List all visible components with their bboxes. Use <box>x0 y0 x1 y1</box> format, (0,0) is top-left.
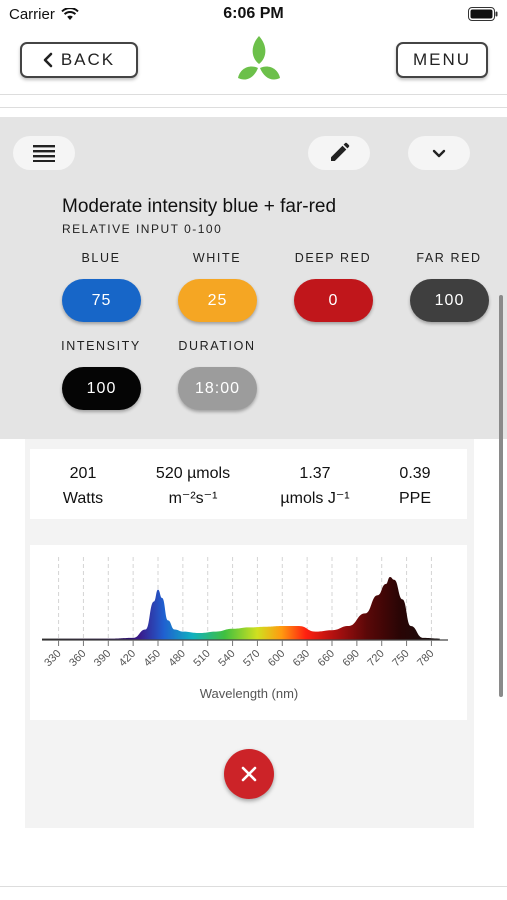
stat-ppfd: 520 µmols m⁻²s⁻¹ <box>138 461 248 511</box>
x-tick-label: 660 <box>316 648 337 669</box>
close-button[interactable] <box>224 749 274 799</box>
spectrum-chart-svg: 330 360 390 420 450 480 510 540 570 600 630 660 690 7… <box>42 557 448 701</box>
x-tick-label: 750 <box>390 648 411 669</box>
stats-panel <box>30 449 467 519</box>
channel-value-intensity[interactable]: 100 <box>62 367 141 410</box>
wifi-icon <box>61 8 79 20</box>
channel-value-white[interactable]: 25 <box>178 279 257 322</box>
preset-subtitle: RELATIVE INPUT 0-100 <box>62 222 223 236</box>
x-tick-label: 600 <box>266 648 287 669</box>
x-tick-label: 690 <box>341 648 362 669</box>
stat-unit: µmols J⁻¹ <box>280 490 350 507</box>
pencil-icon <box>331 142 350 161</box>
carrier-label: Carrier <box>9 6 55 23</box>
channel-label-deep-red: DEEP RED <box>294 251 372 265</box>
channel-label-blue: BLUE <box>81 251 121 265</box>
channel-value-duration[interactable]: 18:00 <box>178 367 257 410</box>
chevron-down-icon <box>432 149 446 157</box>
x-tick-label: 780 <box>415 648 436 669</box>
channel-label-white: WHITE <box>192 251 242 265</box>
menu-label: MENU <box>412 50 472 69</box>
list-icon <box>33 145 55 162</box>
x-tick-label: 510 <box>191 648 212 669</box>
channel-value-deep-red[interactable]: 0 <box>294 279 373 322</box>
header-divider <box>0 107 507 108</box>
stat-value: 201 <box>69 465 97 482</box>
clock: 6:06 PM <box>223 5 284 22</box>
stat-value: 0.39 <box>399 465 431 482</box>
footer-divider <box>0 886 507 887</box>
header-divider <box>0 94 507 95</box>
x-tick-label: 360 <box>67 648 88 669</box>
x-tick-label: 420 <box>117 648 138 669</box>
stat-watts: 201 Watts <box>28 461 138 511</box>
stat-unit: PPE <box>398 490 431 507</box>
close-icon <box>241 766 257 782</box>
x-tick-label: 720 <box>365 648 386 669</box>
menu-button[interactable]: MENU <box>396 42 488 78</box>
stat-unit: m⁻²s⁻¹ <box>168 490 218 507</box>
preset-title: Moderate intensity blue + far-red <box>62 196 337 217</box>
x-tick-label: 570 <box>241 648 262 669</box>
x-axis-label: Wavelength (nm) <box>200 686 299 701</box>
back-label: BACK <box>60 50 116 69</box>
channel-value-far-red[interactable]: 100 <box>410 279 489 322</box>
x-tick-label: 330 <box>42 648 63 669</box>
spectrum-area <box>42 577 440 640</box>
back-button[interactable]: BACK <box>20 42 138 78</box>
x-tick-label: 450 <box>142 648 163 669</box>
x-tick-label: 540 <box>216 648 237 669</box>
channel-label-far-red: FAR RED <box>416 251 482 265</box>
stat-efficacy: 1.37 µmols J⁻¹ <box>260 461 370 511</box>
expand-button[interactable] <box>408 136 470 170</box>
stat-unit: Watts <box>62 490 104 507</box>
stat-value: 1.37 <box>299 465 331 482</box>
x-tick-label: 390 <box>92 648 113 669</box>
channel-label-intensity: INTENSITY <box>61 339 141 353</box>
battery-icon <box>468 7 498 21</box>
channel-label-duration: DURATION <box>178 339 256 353</box>
carrier-indicator: Carrier <box>9 6 79 23</box>
edit-button[interactable] <box>308 136 370 170</box>
spectrum-chart: 330 360 390 420 450 480 510 540 570 600 630 660 690 7… <box>30 545 467 720</box>
chevron-left-icon <box>43 52 53 68</box>
stat-value: 520 µmols <box>155 465 231 482</box>
x-tick-label: 630 <box>291 648 312 669</box>
status-bar: Carrier 6:06 PM <box>0 0 507 30</box>
x-tick-label: 480 <box>167 648 188 669</box>
channel-value-blue[interactable]: 75 <box>62 279 141 322</box>
scrollbar[interactable] <box>499 295 503 697</box>
list-button[interactable] <box>13 136 75 170</box>
stat-ppe: 0.39 PPE <box>360 461 470 511</box>
plant-logo-icon <box>238 36 280 80</box>
